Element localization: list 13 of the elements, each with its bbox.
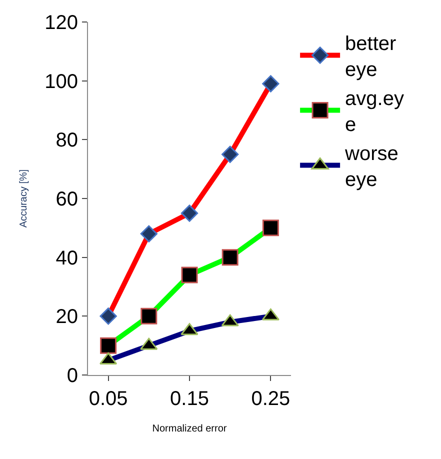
y-axis-title: Accuracy [%] <box>18 169 30 228</box>
x-axis-title: Normalized error <box>152 424 228 434</box>
y-tick-label: 100 <box>44 70 78 93</box>
x-tick-label: 0.15 <box>170 388 209 410</box>
x-tick-label: 0.25 <box>251 388 290 410</box>
y-tick-label: 0 <box>66 365 78 387</box>
y-tick-label: 20 <box>56 306 78 328</box>
legend-label: worse eye <box>344 143 398 192</box>
y-tick-label: 80 <box>56 130 78 152</box>
y-tick-label: 40 <box>56 247 78 270</box>
x-tick-label: 0.05 <box>88 388 128 410</box>
y-tick-label: 60 <box>56 188 78 210</box>
y-tick-label: 120 <box>44 12 78 34</box>
